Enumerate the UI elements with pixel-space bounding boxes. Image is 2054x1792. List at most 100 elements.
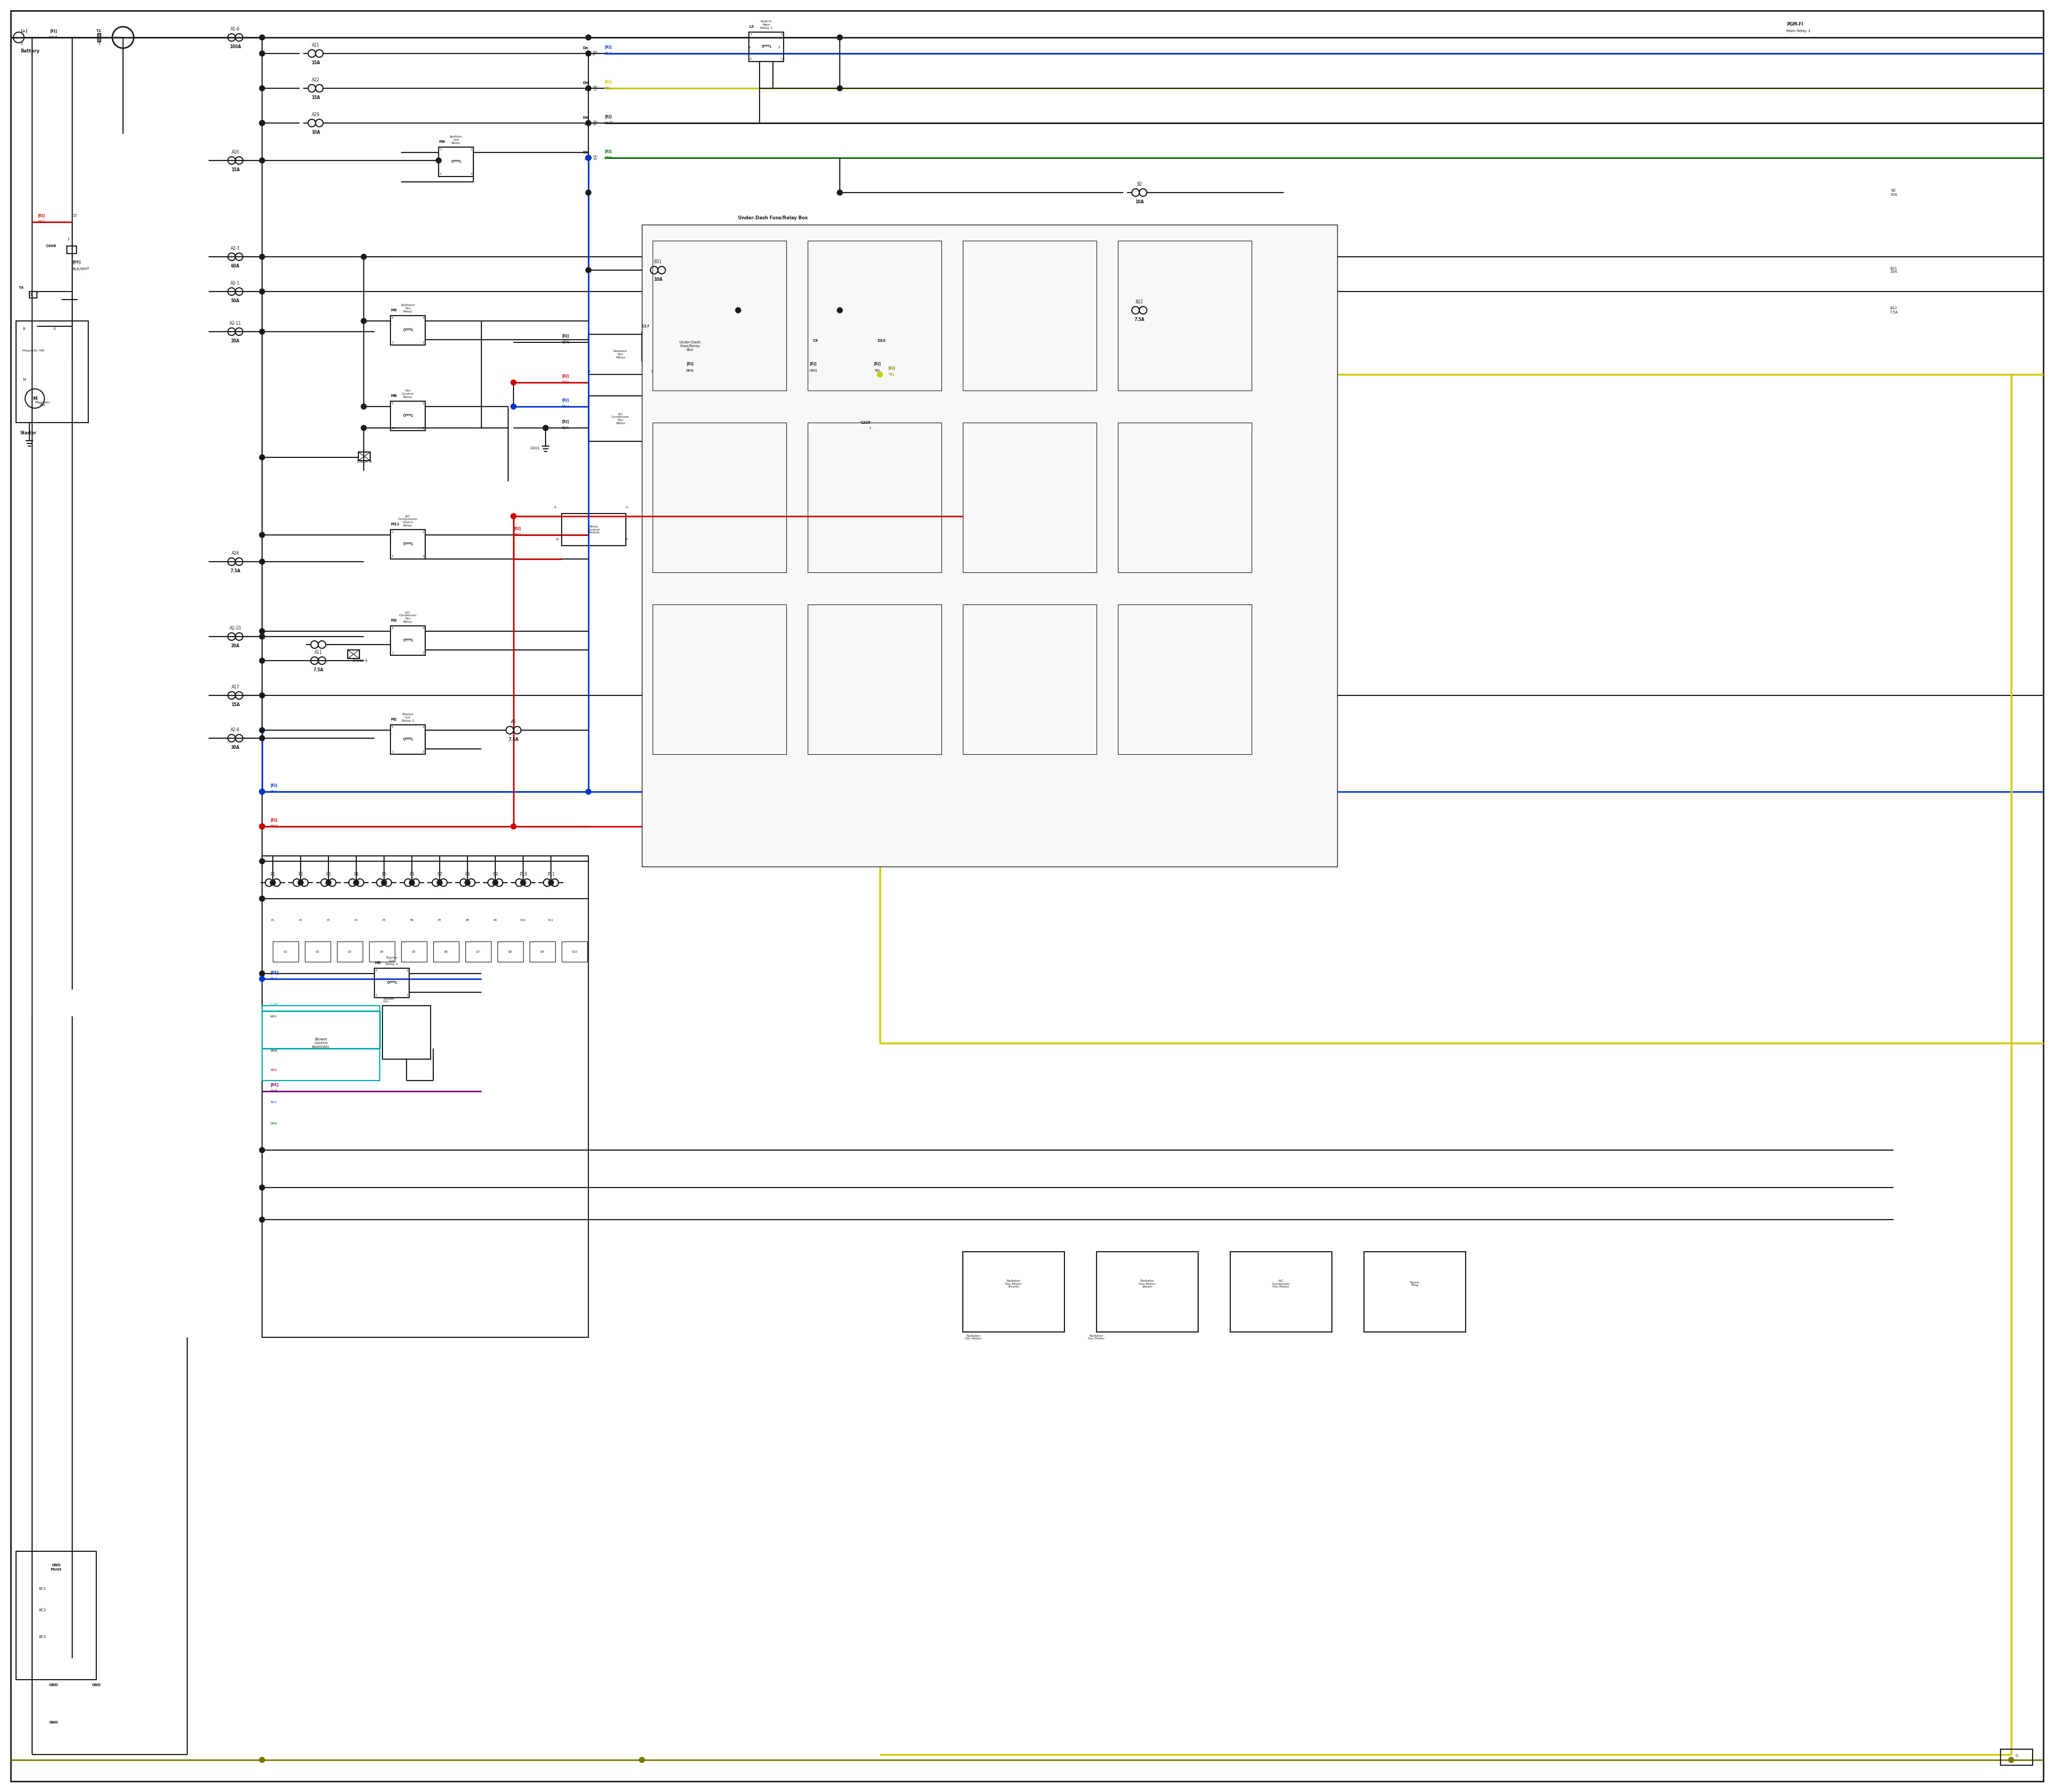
Text: G: G: [2015, 1754, 2017, 1758]
Text: A16: A16: [232, 151, 240, 154]
Text: P6: P6: [409, 873, 415, 876]
Circle shape: [585, 34, 592, 39]
Text: 10A: 10A: [653, 278, 661, 281]
Circle shape: [520, 880, 526, 885]
Text: P10: P10: [520, 919, 526, 921]
Bar: [963, 604, 1097, 754]
Circle shape: [353, 880, 359, 885]
Circle shape: [838, 34, 842, 39]
Text: B22
7.5A: B22 7.5A: [1890, 306, 1898, 314]
Bar: [16, 1552, 97, 1679]
Text: 7.5A: 7.5A: [230, 568, 240, 573]
Circle shape: [838, 308, 842, 314]
Text: A/C
Condenser
Fan
Motor: A/C Condenser Fan Motor: [612, 412, 629, 425]
Text: 15A: 15A: [230, 167, 240, 172]
Circle shape: [511, 403, 516, 409]
Bar: [390, 401, 425, 430]
Text: PUR: PUR: [271, 1090, 277, 1093]
Text: Q7: Q7: [477, 950, 481, 953]
Text: A: A: [626, 505, 629, 509]
Bar: [641, 224, 1337, 867]
Bar: [97, 34, 101, 41]
Text: A11: A11: [314, 650, 322, 654]
Circle shape: [259, 1147, 265, 1152]
Text: Dn
12: Dn 12: [594, 86, 598, 91]
Text: B31
10A: B31 10A: [1890, 267, 1898, 274]
Text: [EE]: [EE]: [271, 971, 279, 975]
Text: S: S: [53, 328, 55, 330]
Text: 50A: 50A: [230, 299, 240, 303]
Text: Blower
Ctrl: Blower Ctrl: [382, 998, 394, 1004]
Text: T1: T1: [97, 29, 101, 32]
Bar: [466, 941, 491, 962]
Bar: [807, 423, 941, 572]
Text: Spare
Plug: Spare Plug: [1409, 1281, 1419, 1287]
Bar: [807, 604, 941, 754]
Text: Q8: Q8: [507, 950, 511, 953]
Text: GND: GND: [49, 1720, 58, 1724]
Text: Starter: Starter: [21, 430, 37, 435]
Bar: [750, 32, 785, 61]
Bar: [877, 423, 883, 430]
Circle shape: [259, 977, 265, 982]
Text: A/C
Condenser
Fan Motor: A/C Condenser Fan Motor: [1271, 1279, 1290, 1288]
Text: P1: P1: [271, 919, 275, 921]
Text: Q6: Q6: [444, 950, 448, 953]
Text: RED: RED: [561, 382, 569, 383]
Text: YEL: YEL: [873, 369, 881, 373]
Text: [EJ]: [EJ]: [561, 375, 569, 378]
Bar: [390, 530, 425, 559]
Circle shape: [259, 788, 265, 794]
Text: A29: A29: [312, 113, 320, 116]
Bar: [382, 1005, 431, 1059]
Bar: [304, 941, 331, 962]
Text: Ignition
Coil
Relay: Ignition Coil Relay: [450, 136, 462, 145]
Text: P11: P11: [548, 919, 555, 921]
Circle shape: [585, 788, 592, 794]
Text: [EJ]: [EJ]: [271, 819, 277, 823]
Circle shape: [259, 532, 265, 538]
Text: G301: G301: [530, 446, 540, 450]
Bar: [370, 941, 394, 962]
Text: Main Relay 1: Main Relay 1: [1787, 29, 1810, 32]
Text: 15A: 15A: [312, 61, 320, 65]
Text: P9: P9: [493, 919, 497, 921]
Text: 19: 19: [583, 158, 587, 161]
Bar: [641, 332, 737, 360]
Bar: [530, 941, 555, 962]
Text: [EJ]: [EJ]: [873, 362, 881, 366]
Text: RED: RED: [514, 534, 522, 536]
Circle shape: [327, 880, 331, 885]
Circle shape: [259, 1217, 265, 1222]
Bar: [1117, 423, 1251, 572]
Text: P8: P8: [464, 873, 470, 876]
Bar: [1117, 240, 1251, 391]
Text: BLU: BLU: [561, 405, 569, 409]
Text: P11: P11: [546, 873, 555, 876]
Circle shape: [259, 34, 265, 39]
Circle shape: [548, 880, 555, 885]
Text: 1: 1: [21, 43, 23, 45]
Circle shape: [259, 86, 265, 91]
Text: Fan
Control
Relay: Fan Control Relay: [403, 389, 415, 398]
Text: BC3: BC3: [39, 1636, 45, 1638]
Text: BLK/WHT: BLK/WHT: [72, 267, 88, 271]
Text: [EJ]: [EJ]: [604, 81, 612, 84]
Circle shape: [259, 634, 265, 640]
Text: Magnetic SW: Magnetic SW: [23, 349, 45, 351]
Text: P5: P5: [382, 919, 386, 921]
Bar: [963, 240, 1097, 391]
Text: 1: 1: [99, 43, 101, 45]
Text: [EJ]: [EJ]: [809, 362, 817, 366]
Circle shape: [259, 1758, 265, 1763]
Text: P3: P3: [327, 919, 331, 921]
Text: B31: B31: [653, 260, 661, 263]
Text: BLU: BLU: [271, 977, 277, 980]
Text: 10A: 10A: [1136, 199, 1144, 204]
Text: 7.5A: 7.5A: [507, 737, 520, 742]
Text: WHT: WHT: [49, 36, 58, 39]
Circle shape: [259, 330, 265, 335]
Circle shape: [585, 156, 592, 161]
Text: YEL: YEL: [887, 373, 896, 376]
Text: BRN: BRN: [561, 340, 569, 344]
